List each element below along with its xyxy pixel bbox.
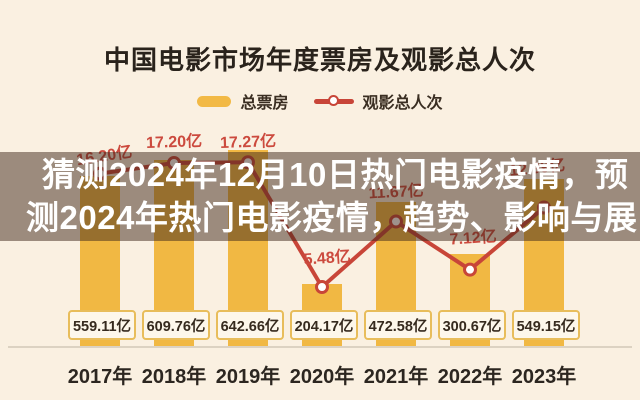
- line-point-label: 17.20亿: [145, 133, 203, 152]
- legend-line-swatch-icon: [313, 95, 354, 107]
- chart-legend: 总票房 观影总人次: [0, 91, 640, 112]
- x-axis-line: [8, 346, 632, 348]
- x-axis-label: 2017年: [67, 366, 133, 388]
- x-axis-label: 2020年: [289, 366, 355, 388]
- x-axis-label: 2018年: [141, 366, 207, 388]
- banner-text-line2: 测2024年热门电影疫情，趋势、影响与展: [26, 199, 638, 236]
- legend-bar-label: 总票房: [240, 95, 289, 112]
- x-axis-label: 2021年: [363, 366, 429, 388]
- bar-value-label: 472.58亿: [364, 310, 432, 340]
- chart-title: 中国电影市场年度票房及观影总人次: [103, 45, 536, 75]
- bar-value-label: 204.17亿: [290, 310, 358, 340]
- banner-text-line1: 猜测2024年12月10日热门电影疫情，预: [42, 156, 629, 193]
- legend-bar-swatch-icon: [197, 95, 232, 107]
- x-axis-label: 2019年: [215, 366, 281, 388]
- legend-line-label: 观影总人次: [362, 95, 443, 112]
- legend-line-marker-icon: [327, 95, 339, 106]
- bar-value-label: 642.66亿: [216, 310, 284, 340]
- bar-value-label: 549.15亿: [512, 310, 580, 340]
- watermark-text-banner: 猜测2024年12月10日热门电影疫情，预 测2024年热门电影疫情，趋势、影响…: [0, 152, 640, 241]
- line-marker-icon: [315, 279, 329, 294]
- line-point-label: 17.27亿: [219, 133, 277, 153]
- x-axis-label: 2023年: [511, 366, 577, 388]
- line-point-label: 5.48亿: [303, 248, 352, 269]
- bar-value-label: 300.67亿: [438, 310, 506, 340]
- bar-value-label: 559.11亿: [68, 310, 136, 340]
- bar-value-label: 609.76亿: [142, 310, 210, 340]
- line-marker-icon: [463, 262, 477, 277]
- x-axis-label: 2022年: [437, 366, 503, 388]
